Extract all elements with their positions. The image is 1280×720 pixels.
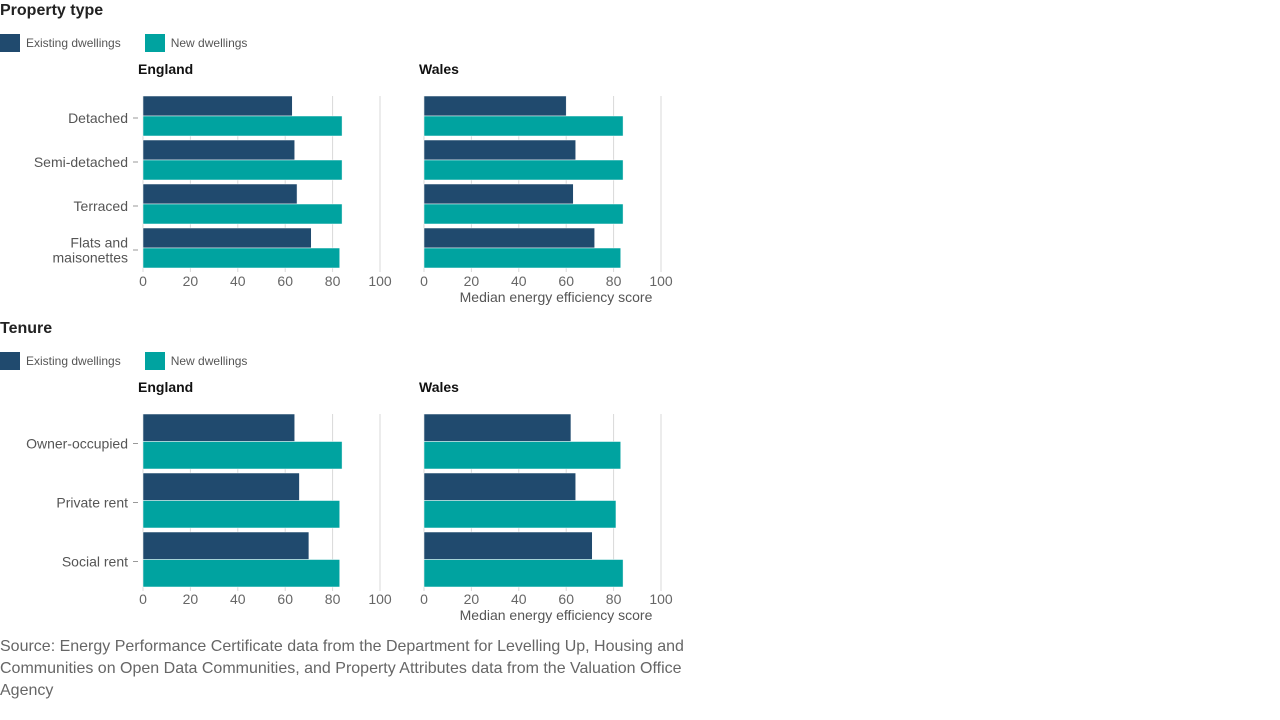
bar-new (423, 159, 624, 181)
bar-existing (423, 472, 576, 501)
chart-property-type: 0 20 40 60 80 100 0 20 40 60 80 100 Detached Semi-det… (34, 95, 673, 305)
x-tick-label: 100 (649, 273, 673, 289)
bar-new (423, 247, 621, 269)
x-tick-label: 0 (139, 273, 147, 289)
bar-new (423, 203, 624, 225)
category-label: Private rent (56, 495, 128, 511)
x-tick-label: 20 (464, 591, 480, 607)
bar-new (142, 203, 343, 225)
bar-new (423, 500, 617, 529)
x-tick-label: 40 (230, 591, 246, 607)
x-tick-label: 40 (230, 273, 246, 289)
bar-new (423, 115, 624, 137)
bar-new (423, 559, 624, 588)
bar-existing (142, 531, 310, 560)
x-tick-label: 80 (325, 591, 341, 607)
bar-existing (423, 413, 572, 442)
legend-swatch-new (144, 352, 165, 370)
bar-existing (142, 472, 300, 501)
legend-property-type: Existing dwellings New dwellings (0, 34, 271, 52)
legend-label-new: New dwellings (170, 36, 248, 50)
x-tick-label: 80 (325, 273, 341, 289)
legend-label-new: New dwellings (170, 354, 248, 368)
bar-new (142, 500, 340, 529)
x-tick-label: 100 (649, 591, 673, 607)
x-tick-label: 80 (606, 591, 622, 607)
chart-tenure: 0 20 40 60 80 100 0 20 40 60 80 100 Owner-occupied Pr… (26, 413, 673, 623)
x-tick-label: 100 (368, 591, 392, 607)
bar-new (142, 159, 343, 181)
x-tick-label: 20 (183, 273, 199, 289)
panel-title-wales-2: Wales (419, 379, 459, 395)
x-tick-label: 60 (558, 591, 574, 607)
category-label: Semi-detached (34, 154, 128, 170)
category-label: Social rent (62, 554, 128, 570)
legend-swatch-existing (0, 34, 20, 52)
legend-item-existing: Existing dwellings (0, 34, 121, 52)
legend-tenure: Existing dwellings New dwellings (0, 352, 271, 370)
panel-title-england-1: England (138, 61, 194, 77)
x-tick-label: 40 (511, 591, 527, 607)
legend-label-existing: Existing dwellings (26, 36, 121, 50)
x-tick-label: 60 (277, 273, 293, 289)
category-label: Owner-occupied (26, 436, 128, 452)
x-tick-label: 100 (368, 273, 392, 289)
x-tick-label: 0 (420, 273, 428, 289)
bar-new (142, 115, 343, 137)
x-tick-label: 20 (464, 273, 480, 289)
x-axis-title: Median energy efficiency score (460, 607, 653, 623)
legend-item-new: New dwellings (144, 352, 248, 370)
section-title-property-type: Property type (0, 2, 104, 19)
legend-swatch-new (144, 34, 165, 52)
panel-title-wales-1: Wales (419, 61, 459, 77)
legend-item-new: New dwellings (144, 34, 248, 52)
x-axis-title: Median energy efficiency score (460, 289, 653, 305)
legend-item-existing: Existing dwellings (0, 352, 121, 370)
x-tick-label: 40 (511, 273, 527, 289)
bar-existing (142, 413, 295, 442)
section-title-tenure: Tenure (0, 320, 53, 337)
x-tick-label: 0 (420, 591, 428, 607)
bar-new (142, 247, 340, 269)
category-label: Flats and maisonettes (53, 235, 128, 266)
source-note: Source: Energy Performance Certificate d… (0, 638, 684, 699)
bar-new (142, 559, 340, 588)
x-tick-label: 80 (606, 273, 622, 289)
legend-swatch-existing (0, 352, 20, 370)
x-tick-label: 60 (558, 273, 574, 289)
bar-new (423, 441, 621, 470)
category-label: Terraced (74, 198, 128, 214)
category-label: Detached (68, 110, 128, 126)
panel-title-england-2: England (138, 379, 194, 395)
x-tick-label: 0 (139, 591, 147, 607)
x-tick-label: 20 (183, 591, 199, 607)
legend-label-existing: Existing dwellings (26, 354, 121, 368)
bar-existing (423, 531, 593, 560)
x-tick-label: 60 (277, 591, 293, 607)
bar-new (142, 441, 343, 470)
